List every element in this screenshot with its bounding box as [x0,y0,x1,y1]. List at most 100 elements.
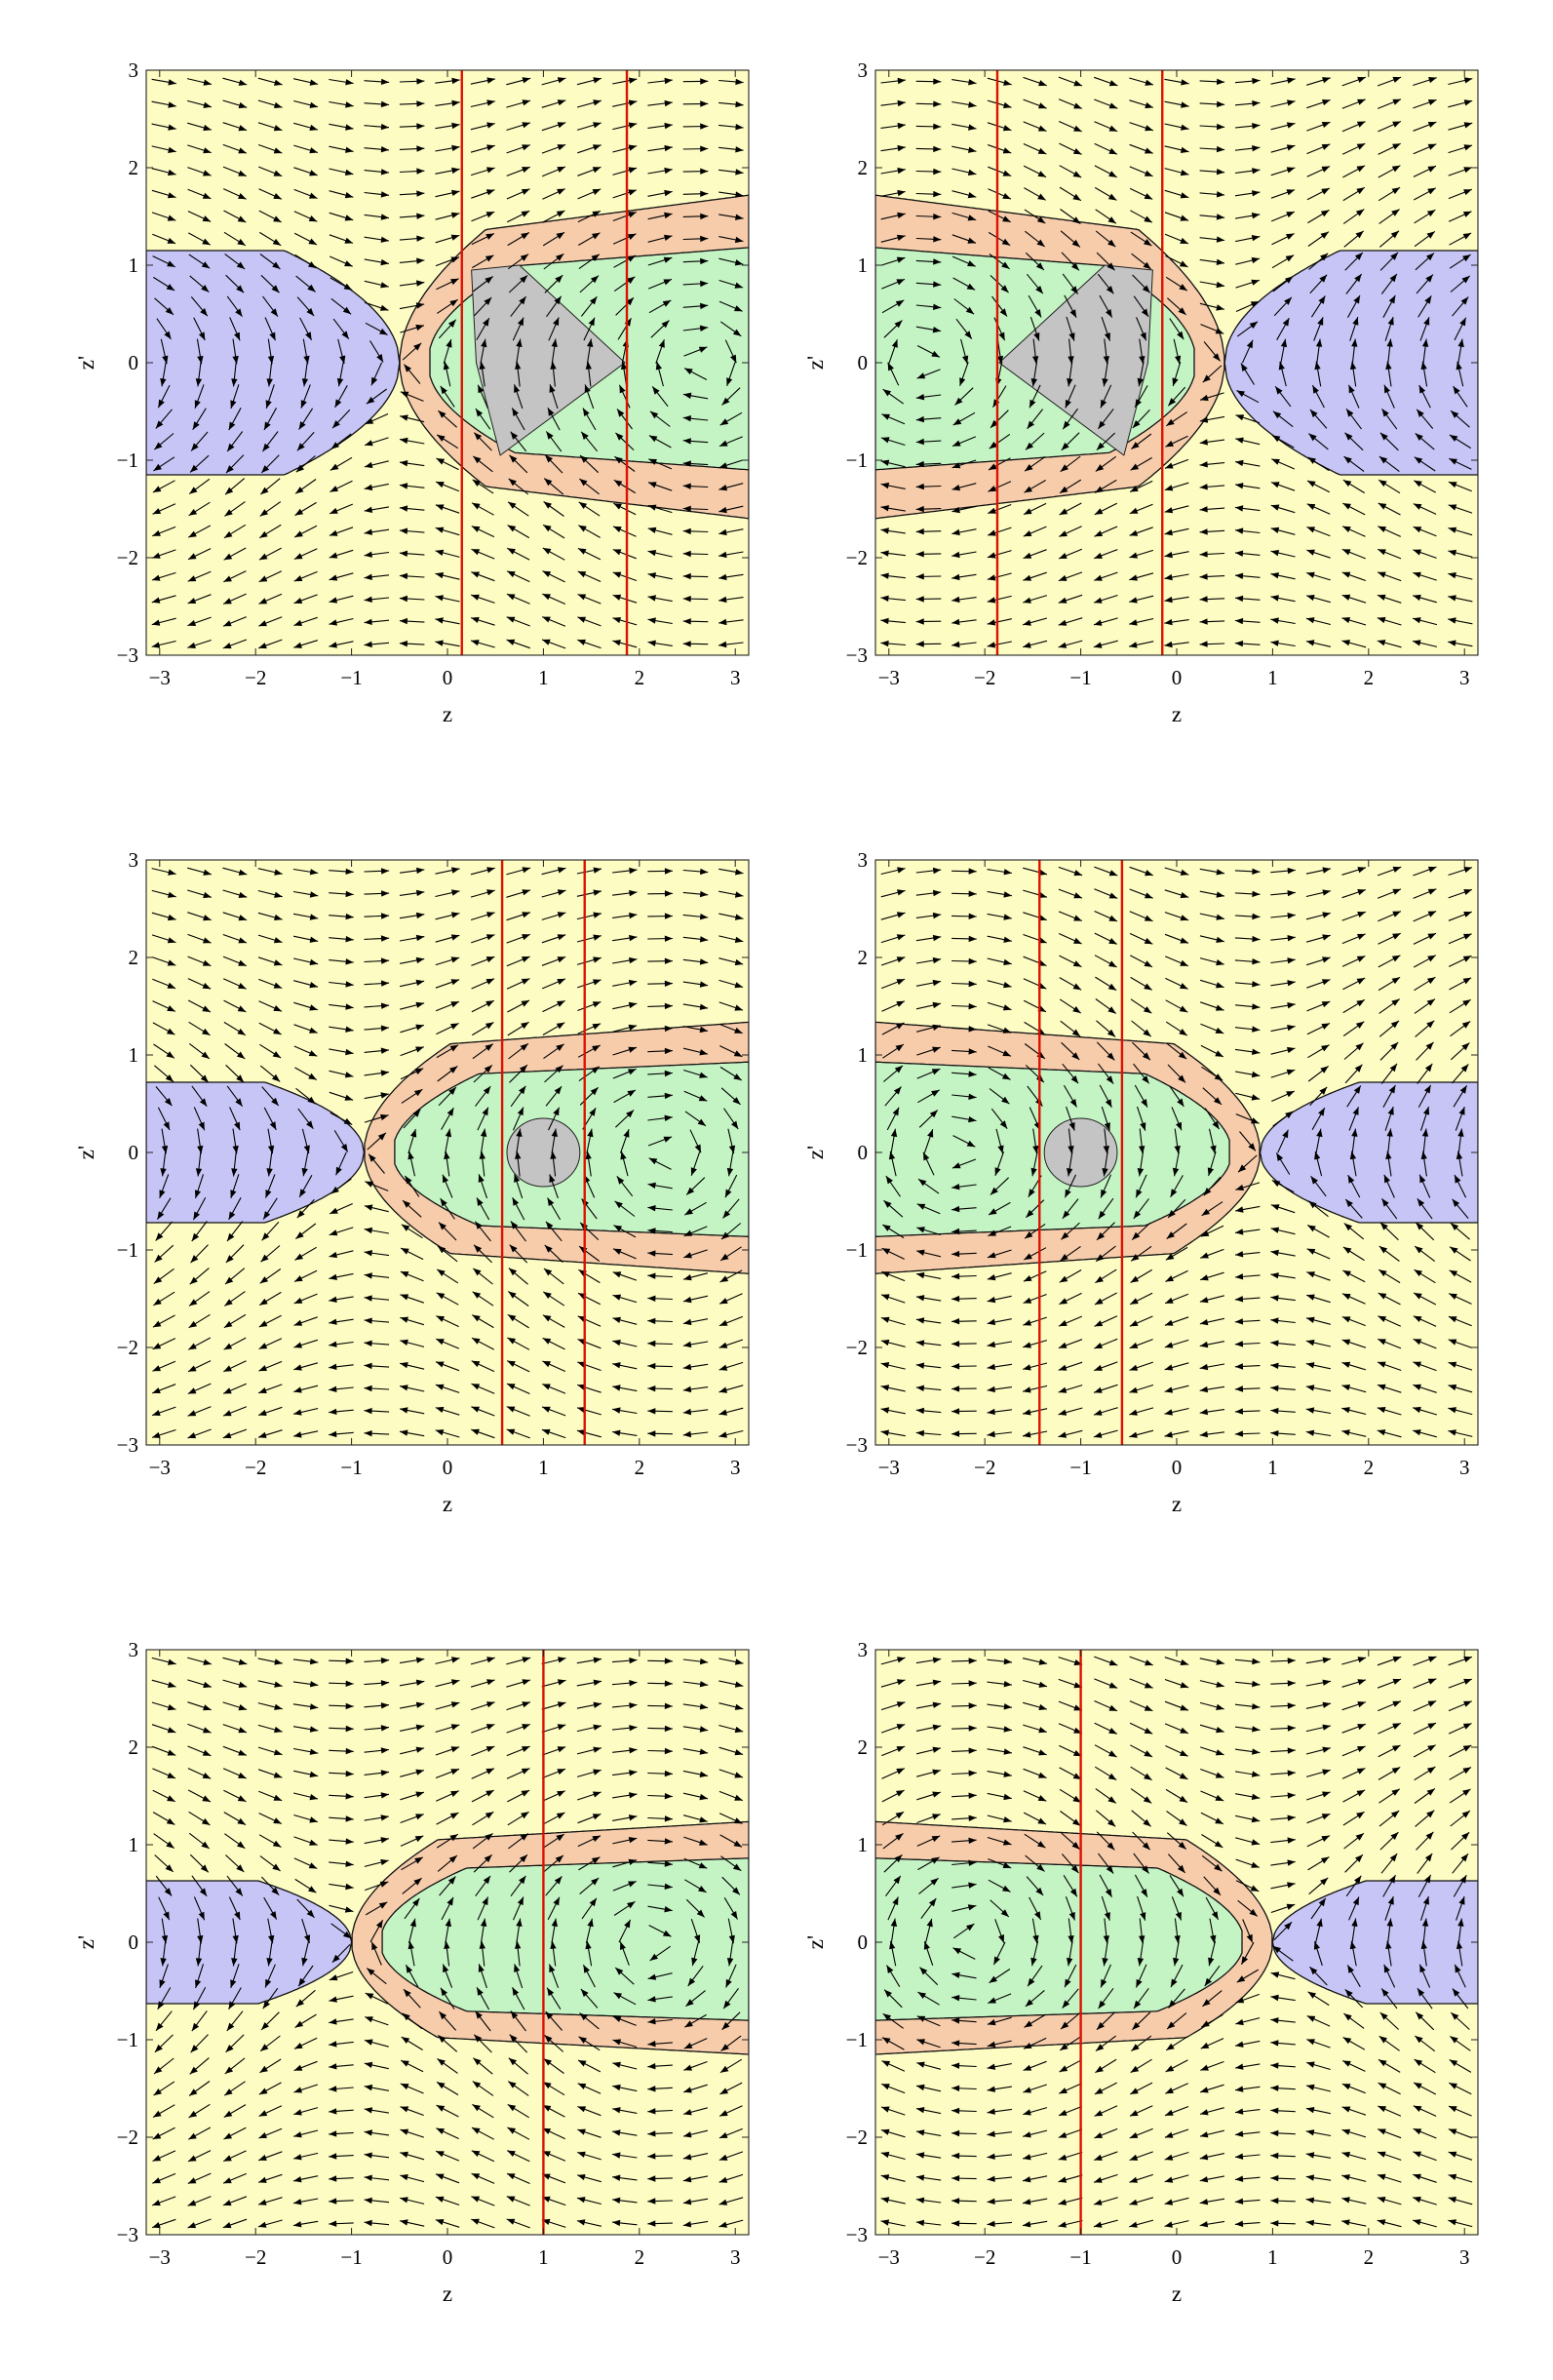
streamline-arrowhead [1217,78,1225,85]
streamline-arrowhead [988,507,996,514]
streamline-arrowhead [1164,1409,1173,1416]
streamline-arrowhead [1003,891,1012,898]
streamline-arrowhead [734,1681,744,1688]
streamline-arrowhead [1270,640,1279,646]
streamline-arrowhead [271,1887,280,1895]
streamline-arrowhead [1144,215,1152,223]
streamline-arrowhead [699,1681,709,1688]
streamline-arrowhead [1456,1151,1463,1160]
streamline-arrowhead [521,1812,529,1819]
streamline-arrowhead [415,979,425,986]
y-tick-label: 1 [858,1043,869,1067]
streamline-arrowhead [342,1931,352,1939]
x-tick-label: −3 [149,2245,171,2269]
streamline-arrowhead [1129,1320,1139,1327]
streamline-arrowhead [189,487,198,494]
streamline-arrowhead [1145,147,1153,154]
streamline-arrowhead [1236,390,1245,398]
streamline-arrowhead [1002,193,1011,200]
x-tick-label: 3 [730,2245,741,2269]
streamline-arrowhead [1093,642,1103,648]
streamline-arrowhead [577,2174,586,2181]
streamline-arrowhead [152,552,161,559]
streamline-arrowhead [1287,1025,1296,1032]
streamline-arrowhead [1270,2062,1279,2069]
streamline-arrowhead [237,215,247,222]
streamline-arrowhead [1070,286,1078,294]
streamline-arrowhead [1391,955,1401,962]
streamline-arrowhead [260,487,269,495]
streamline-arrowhead [951,485,960,491]
streamline-arrowhead [880,1362,890,1369]
streamline-arrowhead [1165,462,1174,469]
streamline-arrowhead [1199,573,1208,580]
streamline-arrowhead [1100,399,1107,409]
y-tick-label: −3 [117,644,138,667]
streamline-arrowhead [1390,252,1399,260]
streamline-arrowhead [1216,304,1224,311]
streamline-arrowhead [555,275,563,284]
streamline-arrowhead [1235,483,1244,489]
streamline-arrowhead [1448,2219,1456,2226]
streamline-arrowhead [260,2044,269,2051]
streamline-arrowhead [554,295,562,305]
streamline-arrowhead [1003,101,1012,108]
streamline-arrowhead [345,1860,354,1867]
x-tick-label: 3 [730,666,741,689]
streamline-arrowhead [191,2022,200,2032]
streamline-arrowhead [1024,508,1032,515]
streamline-arrowhead [415,1679,425,1686]
streamline-arrowhead [1068,1122,1075,1131]
streamline-arrowhead [274,101,283,108]
streamline-arrowhead [887,362,894,371]
streamline-arrowhead [1181,79,1189,86]
streamline-arrowhead [329,1296,337,1303]
streamline-arrowhead [593,77,602,84]
streamline-arrowhead [1023,2064,1032,2071]
y-tick-label: −1 [117,449,138,472]
streamline-arrowhead [380,214,389,220]
streamline-arrowhead [471,594,480,601]
streamline-arrowhead [380,1702,389,1709]
streamline-arrowhead [1462,977,1472,985]
x-axis-label: z [443,702,452,726]
streamline-arrowhead [1003,958,1012,965]
streamline-arrowhead [375,1920,383,1929]
streamline-arrowhead [1341,640,1350,646]
streamline-arrowhead [345,1026,354,1033]
streamline-arrowhead [190,1255,199,1264]
streamline-arrowhead [989,1208,997,1215]
streamline-arrowhead [932,1001,941,1009]
streamline-arrowhead [895,299,905,307]
streamline-arrowhead [1140,1122,1146,1131]
streamline-arrowhead [1178,1051,1187,1060]
streamline-arrowhead [664,913,673,919]
streamline-arrowhead [733,1050,743,1057]
streamline-arrowhead [1200,2087,1209,2093]
streamline-arrowhead [507,1384,516,1390]
streamline-arrowhead [587,1918,594,1928]
streamline-arrowhead [699,1839,708,1846]
streamline-arrowhead [189,2088,198,2096]
streamline-arrowhead [557,934,566,941]
streamline-arrowhead [629,889,638,897]
streamline-arrowhead [543,2058,552,2066]
streamline-arrowhead [1058,2154,1068,2161]
streamline-arrowhead [408,1940,414,1950]
streamline-arrowhead [1353,1085,1361,1094]
streamline-arrowhead [951,2152,960,2160]
streamline-arrowhead [448,1087,456,1095]
streamline-arrowhead [272,1051,282,1058]
streamline-arrowhead [154,442,163,450]
streamline-arrowhead [557,1701,566,1708]
streamline-arrowhead [1180,869,1189,876]
streamline-arrowhead [915,1385,925,1391]
streamline-arrowhead [1107,216,1116,224]
streamline-arrowhead [1023,2131,1031,2138]
streamline-arrowhead [329,619,337,626]
streamline-arrowhead [1058,1364,1068,1371]
streamline-arrowhead [198,1911,205,1921]
streamline-arrowhead [664,1025,673,1033]
streamline-arrowhead [380,1792,389,1799]
streamline-arrowhead [191,1232,200,1242]
